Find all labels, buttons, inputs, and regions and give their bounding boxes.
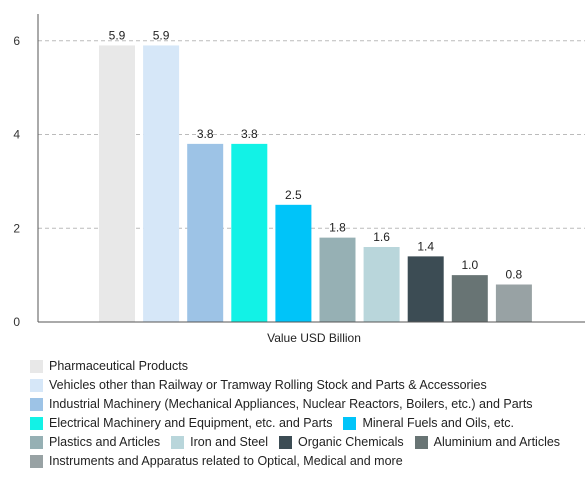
bar-value-label: 3.8 bbox=[197, 127, 214, 141]
legend-label: Industrial Machinery (Mechanical Applian… bbox=[49, 397, 533, 411]
legend-item: Electrical Machinery and Equipment, etc.… bbox=[30, 414, 332, 433]
y-tick-label: 0 bbox=[13, 315, 20, 329]
legend-item: Iron and Steel bbox=[171, 433, 268, 452]
bar bbox=[99, 45, 135, 322]
legend-swatch bbox=[279, 436, 293, 449]
bar bbox=[231, 143, 268, 322]
bar-value-label: 1.0 bbox=[461, 258, 478, 272]
bar bbox=[451, 275, 488, 322]
bar-chart: 5.9 5.9 3.8 3.8 2.5 1.8 1.6 1.4 1.0 0.8 0 2 4 6 Valu… bbox=[13, 14, 585, 345]
bar bbox=[363, 247, 400, 322]
bar bbox=[187, 143, 224, 322]
bar bbox=[319, 237, 356, 322]
bar-value-label: 1.4 bbox=[417, 239, 434, 253]
legend-item: Organic Chemicals bbox=[279, 433, 404, 452]
legend-label: Pharmaceutical Products bbox=[49, 359, 188, 373]
bar bbox=[495, 284, 532, 322]
bar-value-label: 5.9 bbox=[109, 28, 126, 42]
legend-label: Instruments and Apparatus related to Opt… bbox=[49, 454, 403, 468]
y-tick-label: 6 bbox=[13, 34, 20, 48]
legend-swatch bbox=[30, 360, 43, 373]
legend-swatch bbox=[30, 379, 43, 392]
legend-item: Mineral Fuels and Oils, etc. bbox=[343, 414, 514, 433]
legend-row: Instruments and Apparatus related to Opt… bbox=[30, 452, 582, 471]
legend-swatch bbox=[343, 417, 357, 430]
bar bbox=[143, 45, 180, 322]
legend-row: Electrical Machinery and Equipment, etc.… bbox=[30, 414, 582, 433]
legend-swatch bbox=[30, 436, 43, 449]
bar-value-label: 5.9 bbox=[153, 28, 170, 42]
bar-value-label: 1.8 bbox=[329, 221, 346, 235]
bar-value-label: 0.8 bbox=[506, 268, 523, 282]
y-axis-ticks: 0 2 4 6 bbox=[13, 34, 20, 329]
legend-label: Aluminium and Articles bbox=[433, 435, 561, 449]
legend-item: Instruments and Apparatus related to Opt… bbox=[30, 452, 403, 471]
legend-label: Vehicles other than Railway or Tramway R… bbox=[49, 378, 487, 392]
legend-label: Iron and Steel bbox=[190, 435, 269, 449]
legend-item: Aluminium and Articles bbox=[414, 433, 561, 452]
legend-swatch bbox=[171, 436, 185, 449]
legend-swatch bbox=[30, 398, 43, 411]
legend-swatch bbox=[30, 455, 43, 468]
bar-value-label: 2.5 bbox=[285, 188, 302, 202]
legend-item: Industrial Machinery (Mechanical Applian… bbox=[30, 395, 533, 414]
legend-item: Pharmaceutical Products bbox=[30, 357, 188, 376]
legend-row: Plastics and Articles Iron and Steel Organ… bbox=[30, 433, 582, 452]
legend-label: Plastics and Articles bbox=[49, 435, 161, 449]
data-labels: 5.9 5.9 3.8 3.8 2.5 1.8 1.6 1.4 1.0 0.8 bbox=[109, 28, 523, 281]
legend: Pharmaceutical Products Vehicles other th… bbox=[30, 357, 582, 471]
legend-label: Mineral Fuels and Oils, etc. bbox=[362, 416, 514, 430]
y-tick-label: 4 bbox=[13, 128, 20, 142]
y-tick-label: 2 bbox=[13, 221, 20, 235]
bar bbox=[407, 256, 444, 322]
bar bbox=[275, 204, 312, 322]
legend-row: Vehicles other than Railway or Tramway R… bbox=[30, 376, 582, 395]
legend-row: Industrial Machinery (Mechanical Applian… bbox=[30, 395, 582, 414]
legend-swatch bbox=[30, 417, 43, 430]
legend-item: Plastics and Articles bbox=[30, 433, 160, 452]
x-axis-title: Value USD Billion bbox=[267, 331, 361, 345]
bar-value-label: 1.6 bbox=[373, 230, 390, 244]
legend-label: Organic Chemicals bbox=[298, 435, 404, 449]
legend-item: Vehicles other than Railway or Tramway R… bbox=[30, 376, 487, 395]
legend-swatch bbox=[414, 436, 428, 449]
legend-label: Electrical Machinery and Equipment, etc.… bbox=[49, 416, 333, 430]
bar-value-label: 3.8 bbox=[241, 127, 258, 141]
legend-row: Pharmaceutical Products bbox=[30, 357, 582, 376]
bars bbox=[99, 45, 532, 322]
